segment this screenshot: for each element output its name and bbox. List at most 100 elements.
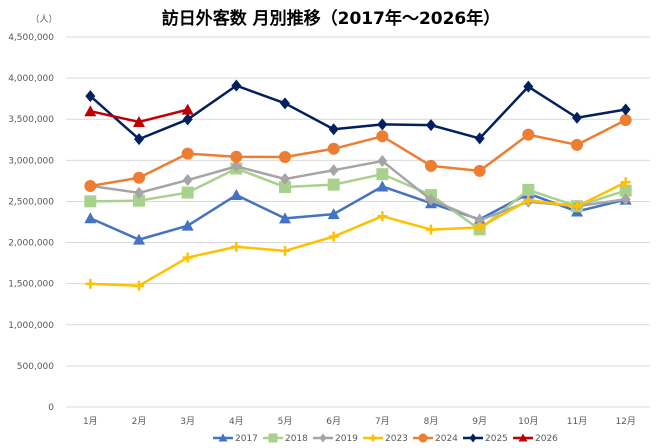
legend-item-2023: 2023	[363, 434, 408, 444]
x-tick-label: 6月	[326, 416, 341, 427]
y-tick-label: 0	[48, 403, 54, 413]
series-line-2024	[90, 118, 627, 188]
square-marker	[279, 181, 291, 194]
y-tick-label: 3,000,000	[8, 156, 54, 166]
diamond-marker	[134, 133, 144, 146]
diamond-marker	[620, 103, 631, 116]
triangle-marker	[84, 212, 97, 224]
diamond-marker	[426, 119, 436, 132]
y-tick-label: 500,000	[17, 362, 54, 372]
legend-item-2019: 2019	[313, 433, 358, 444]
triangle-marker	[376, 180, 389, 192]
circle-marker	[571, 138, 583, 151]
diamond-marker	[328, 123, 339, 136]
diamond-marker	[523, 80, 534, 93]
triangle-marker	[230, 189, 243, 201]
plus-marker	[85, 278, 96, 289]
legend-item-2017: 2017	[213, 433, 258, 444]
series-line-2018	[90, 167, 627, 231]
diamond-marker	[469, 433, 477, 443]
series-line-2019	[90, 159, 626, 222]
triangle-marker	[181, 103, 194, 115]
x-tick-label: 11月	[567, 416, 587, 427]
diamond-marker	[85, 90, 96, 103]
plus-marker	[426, 224, 436, 235]
legend-label: 2023	[385, 434, 408, 444]
circle-marker	[230, 150, 243, 163]
plus-marker	[280, 245, 290, 256]
y-tick-label: 1,500,000	[8, 280, 54, 290]
x-tick-label: 9月	[472, 416, 487, 427]
circle-marker	[84, 179, 97, 192]
triangle-marker	[279, 212, 291, 224]
legend-item-2026: 2026	[513, 433, 558, 444]
y-tick-label: 2,500,000	[8, 197, 54, 207]
y-tick-label: 4,500,000	[8, 33, 54, 43]
diamond-marker	[474, 132, 485, 145]
plus-marker	[134, 280, 144, 291]
x-tick-label: 8月	[424, 416, 439, 427]
diamond-marker	[572, 111, 582, 124]
triangle-marker	[218, 433, 228, 442]
triangle-marker	[133, 115, 145, 127]
x-tick-label: 10月	[518, 416, 538, 427]
diamond-marker	[182, 174, 193, 187]
triangle-marker	[84, 105, 97, 117]
plus-marker	[620, 177, 631, 188]
diamond-marker	[377, 155, 388, 168]
plus-marker	[328, 231, 339, 242]
diamond-marker	[426, 193, 436, 206]
diamond-marker	[231, 79, 242, 92]
square-marker	[268, 433, 278, 443]
y-tick-label: 3,500,000	[8, 115, 54, 125]
diamond-marker	[620, 193, 631, 206]
plus-marker	[369, 434, 377, 442]
circle-marker	[327, 142, 340, 155]
legend-item-2018: 2018	[263, 433, 308, 444]
x-tick-label: 12月	[615, 416, 635, 427]
plus-marker	[572, 201, 582, 212]
x-tick-label: 3月	[180, 416, 195, 427]
y-tick-label: 4,000,000	[8, 74, 54, 84]
legend-label: 2018	[285, 434, 308, 444]
x-tick-label: 1月	[83, 416, 98, 427]
series-2023	[85, 177, 631, 291]
square-marker	[327, 178, 340, 191]
series-2019	[85, 155, 631, 227]
diamond-marker	[231, 160, 242, 173]
diamond-marker	[319, 433, 327, 443]
y-tick-label: 2,000,000	[8, 239, 54, 249]
series-2018	[84, 162, 632, 236]
circle-marker	[376, 130, 389, 143]
circle-marker	[279, 151, 291, 164]
circle-marker	[181, 147, 194, 160]
triangle-marker	[327, 208, 340, 220]
x-tick-label: 5月	[278, 416, 293, 427]
series-line-2017	[89, 185, 626, 241]
diamond-marker	[280, 97, 290, 110]
y-axis-unit-label: （人）	[30, 14, 57, 25]
series-2025	[85, 79, 631, 146]
legend-item-2025: 2025	[463, 433, 508, 444]
legend-label: 2025	[485, 434, 508, 444]
series-2017	[84, 180, 632, 245]
square-marker	[376, 168, 389, 181]
square-marker	[133, 194, 145, 207]
circle-marker	[619, 114, 632, 127]
legend-label: 2017	[235, 434, 258, 444]
diamond-marker	[182, 113, 193, 126]
y-tick-label: 1,000,000	[8, 321, 54, 331]
square-marker	[181, 186, 194, 199]
circle-marker	[522, 128, 535, 141]
plus-marker	[474, 222, 485, 233]
series-line-2025	[89, 84, 626, 141]
plus-marker	[377, 211, 388, 222]
diamond-marker	[377, 118, 388, 131]
circle-marker	[133, 171, 145, 184]
plus-marker	[523, 195, 534, 206]
x-tick-label: 7月	[375, 416, 390, 427]
chart-title: 訪日外客数 月別推移（2017年～2026年）	[162, 8, 501, 29]
legend-label: 2026	[535, 434, 558, 444]
diamond-marker	[328, 164, 339, 177]
